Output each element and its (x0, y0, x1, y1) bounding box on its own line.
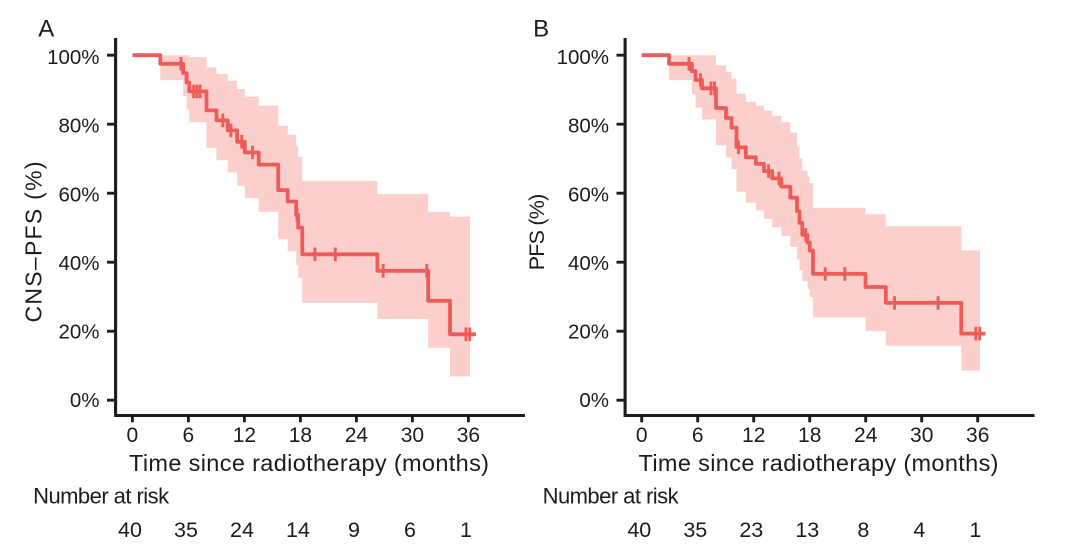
svg-text:B: B (533, 16, 549, 43)
svg-text:18: 18 (289, 424, 312, 447)
svg-text:40: 40 (118, 518, 142, 542)
svg-text:40: 40 (627, 518, 651, 542)
svg-text:100%: 100% (557, 46, 609, 69)
svg-text:24: 24 (230, 518, 254, 542)
svg-text:0: 0 (636, 424, 648, 447)
svg-text:100%: 100% (47, 46, 99, 69)
svg-text:0: 0 (127, 424, 139, 447)
svg-text:12: 12 (233, 424, 256, 447)
svg-text:36: 36 (966, 424, 989, 447)
svg-text:35: 35 (683, 518, 707, 542)
svg-text:30: 30 (401, 424, 424, 447)
svg-text:6: 6 (183, 424, 195, 447)
svg-text:35: 35 (174, 518, 198, 542)
svg-text:Number at risk: Number at risk (543, 484, 680, 509)
svg-text:1: 1 (460, 518, 472, 542)
svg-text:14: 14 (286, 518, 310, 542)
svg-text:8: 8 (857, 518, 869, 542)
svg-text:60%: 60% (568, 183, 609, 206)
svg-text:18: 18 (798, 424, 821, 447)
svg-text:4: 4 (913, 518, 925, 542)
svg-text:1: 1 (969, 518, 981, 542)
svg-text:80%: 80% (568, 115, 609, 138)
svg-text:0%: 0% (70, 389, 100, 412)
svg-text:Time since radiotherapy (month: Time since radiotherapy (months) (129, 450, 489, 476)
svg-text:A: A (38, 16, 54, 43)
svg-text:80%: 80% (58, 115, 99, 138)
svg-text:40%: 40% (58, 252, 99, 275)
svg-text:6: 6 (404, 518, 416, 542)
svg-text:9: 9 (348, 518, 360, 542)
svg-text:12: 12 (742, 424, 765, 447)
svg-text:Number at risk: Number at risk (33, 484, 170, 509)
svg-text:13: 13 (795, 518, 819, 542)
svg-text:CNS–PFS (%): CNS–PFS (%) (20, 162, 46, 323)
svg-text:23: 23 (739, 518, 763, 542)
svg-text:PFS (%): PFS (%) (525, 194, 549, 271)
svg-text:6: 6 (692, 424, 704, 447)
svg-text:20%: 20% (568, 321, 609, 344)
svg-text:Time since radiotherapy (month: Time since radiotherapy (months) (639, 450, 999, 476)
svg-text:60%: 60% (58, 183, 99, 206)
svg-text:24: 24 (854, 424, 878, 447)
svg-text:40%: 40% (568, 252, 609, 275)
svg-text:36: 36 (457, 424, 480, 447)
svg-text:20%: 20% (58, 321, 99, 344)
svg-text:0%: 0% (579, 389, 609, 412)
svg-text:30: 30 (910, 424, 933, 447)
svg-text:24: 24 (345, 424, 369, 447)
